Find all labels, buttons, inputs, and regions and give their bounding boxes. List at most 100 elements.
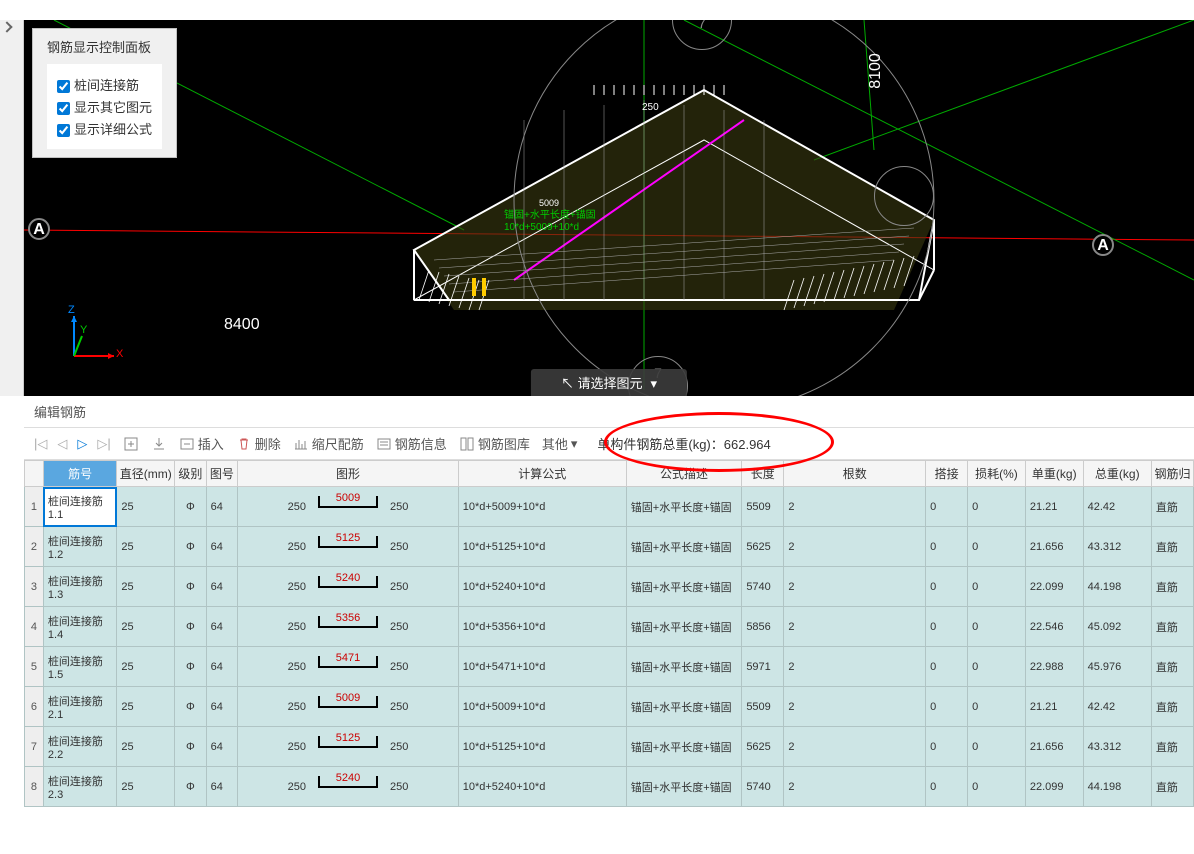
cell-uw[interactable]: 22.546 [1025,607,1083,647]
cell-name[interactable]: 桩间连接筋 1.1 [43,487,117,527]
cell-tw[interactable]: 42.42 [1083,487,1151,527]
cell-qty[interactable]: 2 [784,567,926,607]
cell-grade[interactable]: Φ [175,767,207,807]
cell-dia[interactable]: 25 [117,767,175,807]
check-pile-rebar[interactable]: 桩间连接筋 [57,75,152,94]
cell-dia[interactable]: 25 [117,487,175,527]
cell-shape[interactable]: 2505009250 [238,687,459,727]
cell-grade[interactable]: Φ [175,687,207,727]
table-wrap[interactable]: 筋号 直径(mm) 级别 图号 图形 计算公式 公式描述 长度 根数 搭接 损耗… [24,460,1194,854]
3d-viewport[interactable]: 锚固+水平长度+锚固 10*d+5009+10*d 5009 钢筋显示控制面板 … [24,20,1194,396]
cell-loss[interactable]: 0 [968,647,1026,687]
cell-len[interactable]: 5740 [742,767,784,807]
cell-qty[interactable]: 2 [784,767,926,807]
cell-len[interactable]: 5625 [742,727,784,767]
cell-lap[interactable]: 0 [926,607,968,647]
cell-name[interactable]: 桩间连接筋 1.4 [43,607,117,647]
col-uw[interactable]: 单重(kg) [1025,461,1083,487]
cell-qty[interactable]: 2 [784,607,926,647]
cell-desc[interactable]: 锚固+水平长度+锚固 [626,487,742,527]
cell-formula[interactable]: 10*d+5471+10*d [458,647,626,687]
cell-fig[interactable]: 64 [206,727,238,767]
cell-qty[interactable]: 2 [784,647,926,687]
btn-delete[interactable]: 删除 [236,434,281,453]
cell-dia[interactable]: 25 [117,647,175,687]
cell-qty[interactable]: 2 [784,527,926,567]
table-row[interactable]: 3 桩间连接筋 1.3 25 Φ 64 2505240250 10*d+5240… [25,567,1194,607]
cell-shape[interactable]: 2505125250 [238,527,459,567]
cell-loss[interactable]: 0 [968,767,1026,807]
cell-dia[interactable]: 25 [117,687,175,727]
cell-cat[interactable]: 直筋 [1151,767,1193,807]
nav-last[interactable]: ▷| [97,436,110,452]
cell-name[interactable]: 桩间连接筋 1.5 [43,647,117,687]
col-len[interactable]: 长度 [742,461,784,487]
cell-fig[interactable]: 64 [206,767,238,807]
cell-qty[interactable]: 2 [784,687,926,727]
cell-fig[interactable]: 64 [206,647,238,687]
cell-lap[interactable]: 0 [926,647,968,687]
cell-lap[interactable]: 0 [926,687,968,727]
cell-name[interactable]: 桩间连接筋 2.3 [43,767,117,807]
cell-grade[interactable]: Φ [175,647,207,687]
cell-fig[interactable]: 64 [206,527,238,567]
cell-loss[interactable]: 0 [968,527,1026,567]
cell-grade[interactable]: Φ [175,567,207,607]
table-row[interactable]: 2 桩间连接筋 1.2 25 Φ 64 2505125250 10*d+5125… [25,527,1194,567]
table-row[interactable]: 5 桩间连接筋 1.5 25 Φ 64 2505471250 10*d+5471… [25,647,1194,687]
cell-loss[interactable]: 0 [968,567,1026,607]
table-row[interactable]: 7 桩间连接筋 2.2 25 Φ 64 2505125250 10*d+5125… [25,727,1194,767]
cell-dia[interactable]: 25 [117,527,175,567]
btn-download[interactable] [151,436,167,452]
cell-formula[interactable]: 10*d+5125+10*d [458,727,626,767]
cell-shape[interactable]: 2505009250 [238,487,459,527]
cell-lap[interactable]: 0 [926,527,968,567]
btn-info[interactable]: 钢筋信息 [376,434,447,453]
col-cat[interactable]: 钢筋归 [1151,461,1193,487]
cell-len[interactable]: 5509 [742,487,784,527]
check-other-elements[interactable]: 显示其它图元 [57,97,152,116]
cell-grade[interactable]: Φ [175,487,207,527]
table-row[interactable]: 6 桩间连接筋 2.1 25 Φ 64 2505009250 10*d+5009… [25,687,1194,727]
cell-desc[interactable]: 锚固+水平长度+锚固 [626,647,742,687]
cell-shape[interactable]: 2505240250 [238,767,459,807]
cell-uw[interactable]: 21.656 [1025,527,1083,567]
cell-cat[interactable]: 直筋 [1151,647,1193,687]
cell-len[interactable]: 5971 [742,647,784,687]
cell-name[interactable]: 桩间连接筋 1.2 [43,527,117,567]
btn-lib[interactable]: 钢筋图库 [459,434,530,453]
cell-uw[interactable]: 21.656 [1025,727,1083,767]
cell-uw[interactable]: 22.988 [1025,647,1083,687]
col-qty[interactable]: 根数 [784,461,926,487]
col-fig[interactable]: 图号 [206,461,238,487]
cell-tw[interactable]: 44.198 [1083,567,1151,607]
cell-cat[interactable]: 直筋 [1151,567,1193,607]
cell-cat[interactable]: 直筋 [1151,687,1193,727]
cell-len[interactable]: 5740 [742,567,784,607]
cell-name[interactable]: 桩间连接筋 2.1 [43,687,117,727]
cell-grade[interactable]: Φ [175,607,207,647]
cell-uw[interactable]: 22.099 [1025,567,1083,607]
table-row[interactable]: 1 桩间连接筋 1.1 25 Φ 64 2505009250 10*d+5009… [25,487,1194,527]
cell-name[interactable]: 桩间连接筋 2.2 [43,727,117,767]
cell-qty[interactable]: 2 [784,727,926,767]
cell-loss[interactable]: 0 [968,607,1026,647]
cell-desc[interactable]: 锚固+水平长度+锚固 [626,567,742,607]
cell-desc[interactable]: 锚固+水平长度+锚固 [626,727,742,767]
cell-fig[interactable]: 64 [206,607,238,647]
col-lap[interactable]: 搭接 [926,461,968,487]
cell-tw[interactable]: 42.42 [1083,687,1151,727]
cell-cat[interactable]: 直筋 [1151,727,1193,767]
cell-shape[interactable]: 2505471250 [238,647,459,687]
cell-loss[interactable]: 0 [968,727,1026,767]
table-row[interactable]: 4 桩间连接筋 1.4 25 Φ 64 2505356250 10*d+5356… [25,607,1194,647]
cell-tw[interactable]: 45.976 [1083,647,1151,687]
cell-lap[interactable]: 0 [926,767,968,807]
btn-add[interactable] [123,436,139,452]
cell-lap[interactable]: 0 [926,567,968,607]
col-desc[interactable]: 公式描述 [626,461,742,487]
cell-uw[interactable]: 21.21 [1025,687,1083,727]
cell-shape[interactable]: 2505356250 [238,607,459,647]
cell-qty[interactable]: 2 [784,487,926,527]
cell-dia[interactable]: 25 [117,567,175,607]
